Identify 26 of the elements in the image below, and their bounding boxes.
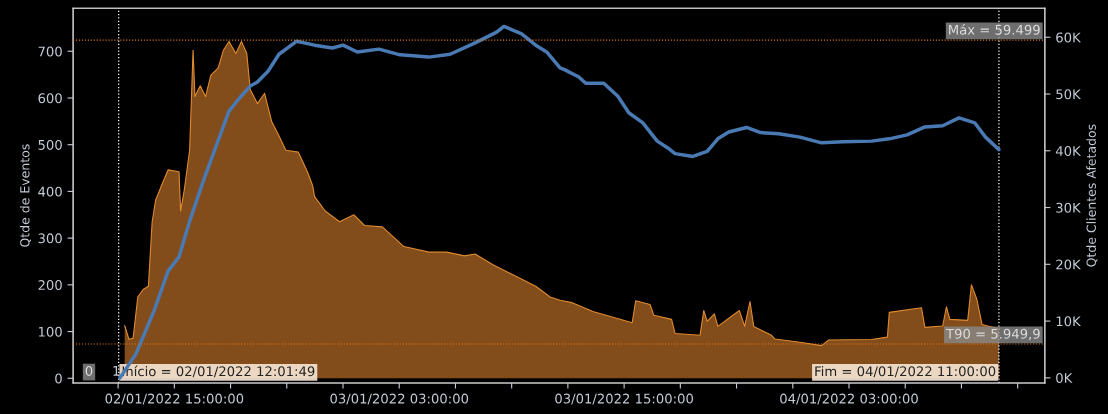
x-tick-label: 03/01/2022 15:00:00: [555, 393, 693, 405]
y2-tick-label: 20K: [1056, 259, 1081, 270]
y-tick-label: 100: [38, 326, 62, 337]
y-tick-label: 200: [38, 280, 62, 291]
y-tick-label: 0: [55, 373, 62, 384]
y-tick-label: 500: [38, 139, 62, 150]
y2-tick-label: 30K: [1056, 202, 1081, 213]
y-tick-label: 600: [38, 93, 62, 104]
ref-line-label: Máx = 59.499: [949, 24, 1040, 35]
annotation: 0: [85, 365, 93, 376]
y-tick-label: 400: [38, 186, 62, 197]
y2-tick-label: 10K: [1056, 316, 1081, 327]
x-tick-label: 03/01/2022 03:00:00: [330, 393, 469, 405]
ref-line-label: T90 = 5.949,9: [945, 328, 1040, 341]
x-tick-label: 02/01/2022 15:00:00: [105, 393, 244, 405]
x-tick-label: 04/01/2022 03:00:00: [780, 393, 918, 405]
y-tick-label: 700: [38, 46, 62, 57]
ref-line-label: Fim = 04/01/2022 11:00:00: [815, 366, 996, 378]
y-tick-label: 300: [38, 233, 62, 244]
y-axis-title: Qtde de Eventos: [19, 144, 31, 247]
y2-axis-title: Qtde Clientes Afetados: [1086, 124, 1098, 267]
y2-tick-label: 60K: [1056, 32, 1081, 43]
y2-tick-label: 50K: [1056, 89, 1081, 100]
y2-tick-label: 40K: [1055, 145, 1081, 156]
annotation: 1: [113, 366, 120, 376]
y2-tick-label: 0K: [1056, 373, 1073, 384]
